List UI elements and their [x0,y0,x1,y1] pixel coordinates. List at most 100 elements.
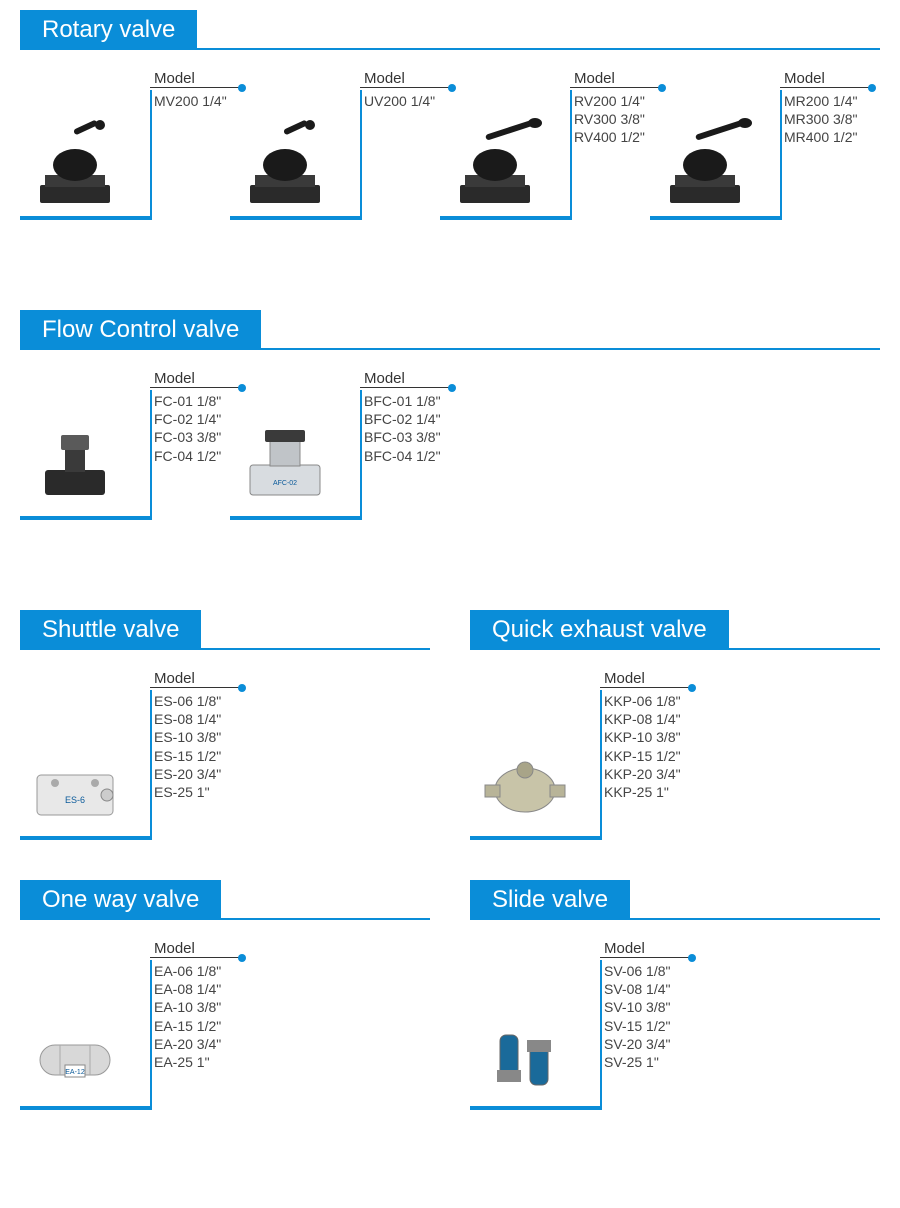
section-title-bar: Flow Control valve [20,310,880,350]
model-list: EA-06 1/8"EA-08 1/4"EA-10 3/8"EA-15 1/2"… [150,962,260,1071]
product-image [650,110,760,220]
card-underline [470,836,600,840]
section-title: Flow Control valve [20,310,261,350]
model-value: ES-20 3/4" [154,765,260,783]
card-row: Model SV-06 1/8"SV-08 1/4"SV-10 3/8"SV-15… [470,940,880,1110]
card-underline [20,1106,150,1110]
model-label: Model [600,670,690,688]
model-value: KKP-10 3/8" [604,728,710,746]
model-label: Model [360,70,450,88]
product-card: ModelMR200 1/4"MR300 3/8"MR400 1/2" [650,70,850,220]
card-underline [20,836,150,840]
model-value: KKP-15 1/2" [604,747,710,765]
model-value: EA-08 1/4" [154,980,260,998]
title-line [197,48,880,50]
card-info: ModelES-06 1/8"ES-08 1/4"ES-10 3/8"ES-15… [150,670,260,801]
paired-col-right: Slide valve Model SV-06 1/8"SV-08 1/4"SV-1… [470,880,880,1150]
title-line [729,648,880,650]
product-card: ModelRV200 1/4"RV300 3/8"RV400 1/2" [440,70,640,220]
paired-col-right: Quick exhaust valveModelKKP-06 1/8"KKP-0… [470,610,880,880]
section-flow: Flow Control valve ModelFC-01 1/8"FC-02 … [20,310,880,520]
product-image [20,730,130,840]
model-value: KKP-20 3/4" [604,765,710,783]
model-value: BFC-03 3/8" [364,428,470,446]
model-label: Model [780,70,870,88]
section-rotary: Rotary valve ModelMV200 1/4"ModelUV200 1… [20,10,880,220]
product-image [230,410,340,520]
model-label: Model [570,70,660,88]
section-title-bar: Slide valve [470,880,880,920]
product-card: ModelEA-06 1/8"EA-08 1/4"EA-10 3/8"EA-15… [20,940,230,1110]
model-value: ES-15 1/2" [154,747,260,765]
product-card: ModelES-06 1/8"ES-08 1/4"ES-10 3/8"ES-15… [20,670,230,840]
model-list: MR200 1/4"MR300 3/8"MR400 1/2" [780,92,890,147]
model-value: ES-10 3/8" [154,728,260,746]
paired-col-left: One way valveModelEA-06 1/8"EA-08 1/4"EA… [20,880,430,1150]
card-info: ModelKKP-06 1/8"KKP-08 1/4"KKP-10 3/8"KK… [600,670,710,801]
product-card: ModelMV200 1/4" [20,70,220,220]
section-block: Quick exhaust valveModelKKP-06 1/8"KKP-0… [470,610,880,840]
model-label: Model [600,940,690,958]
model-label: Model [150,940,240,958]
paired-row: One way valveModelEA-06 1/8"EA-08 1/4"EA… [20,880,880,1150]
model-value: BFC-01 1/8" [364,392,470,410]
section-block: One way valveModelEA-06 1/8"EA-08 1/4"EA… [20,880,430,1110]
paired-col-left: Shuttle valve ModelES-06 1/8"ES-08 1/4"ES… [20,610,430,880]
card-row: Model EA-06 1/8"EA-08 1/4"EA-10 3/8"EA-15… [20,940,430,1110]
model-value: EA-06 1/8" [154,962,260,980]
product-card: ModelBFC-01 1/8"BFC-02 1/4"BFC-03 3/8"BF… [230,370,430,520]
model-value: KKP-08 1/4" [604,710,710,728]
section-title: Shuttle valve [20,610,201,650]
paired-row: Shuttle valve ModelES-06 1/8"ES-08 1/4"ES… [20,610,880,880]
model-value: KKP-25 1" [604,783,710,801]
product-image [20,1000,130,1110]
card-underline [230,216,360,220]
card-underline [20,216,150,220]
section-title-bar: Shuttle valve [20,610,430,650]
model-value: EA-10 3/8" [154,998,260,1016]
model-value: ES-06 1/8" [154,692,260,710]
title-line [261,348,880,350]
model-value: EA-20 3/4" [154,1035,260,1053]
section-block: Shuttle valve ModelES-06 1/8"ES-08 1/4"ES… [20,610,430,840]
card-info: Model EA-06 1/8"EA-08 1/4"EA-10 3/8"EA-15… [150,940,260,1071]
model-label: Model [360,370,450,388]
card-info: Model BFC-01 1/8"BFC-02 1/4"BFC-03 3/8"BF… [360,370,470,465]
section-title-bar: Rotary valve [20,10,880,50]
model-value: SV-08 1/4" [604,980,710,998]
card-row: ModelMV200 1/4"ModelUV200 1/4"ModelRV200… [20,70,880,220]
card-row: ModelFC-01 1/8"FC-02 1/4"FC-03 3/8"FC-04… [20,370,880,520]
model-value: EA-15 1/2" [154,1017,260,1035]
model-list: KKP-06 1/8"KKP-08 1/4"KKP-10 3/8"KKP-15 … [600,692,710,801]
product-image [440,110,550,220]
model-label: Model [150,70,240,88]
model-value: BFC-02 1/4" [364,410,470,428]
section-title: Rotary valve [20,10,197,50]
model-value: MR200 1/4" [784,92,890,110]
card-row: ModelKKP-06 1/8"KKP-08 1/4"KKP-10 3/8"KK… [470,670,880,840]
model-value: KKP-06 1/8" [604,692,710,710]
model-list: BFC-01 1/8"BFC-02 1/4"BFC-03 3/8"BFC-04 … [360,392,470,465]
product-image [230,110,340,220]
model-value: ES-25 1" [154,783,260,801]
product-image [20,110,130,220]
card-underline [470,1106,600,1110]
model-label: Model [150,370,240,388]
model-list: SV-06 1/8"SV-08 1/4"SV-10 3/8"SV-15 1/2"… [600,962,710,1071]
model-label: Model [150,670,240,688]
model-value: SV-10 3/8" [604,998,710,1016]
card-underline [230,516,360,520]
section-title: Quick exhaust valve [470,610,729,650]
section-title: One way valve [20,880,221,920]
section-title: Slide valve [470,880,630,920]
title-line [221,918,430,920]
card-underline [650,216,780,220]
model-value: SV-06 1/8" [604,962,710,980]
product-card: ModelUV200 1/4" [230,70,430,220]
product-card: ModelFC-01 1/8"FC-02 1/4"FC-03 3/8"FC-04… [20,370,220,520]
section-title-bar: One way valve [20,880,430,920]
section-block: Slide valve Model SV-06 1/8"SV-08 1/4"SV-1… [470,880,880,1110]
model-value: MR300 3/8" [784,110,890,128]
product-card: ModelKKP-06 1/8"KKP-08 1/4"KKP-10 3/8"KK… [470,670,680,840]
model-value: EA-25 1" [154,1053,260,1071]
